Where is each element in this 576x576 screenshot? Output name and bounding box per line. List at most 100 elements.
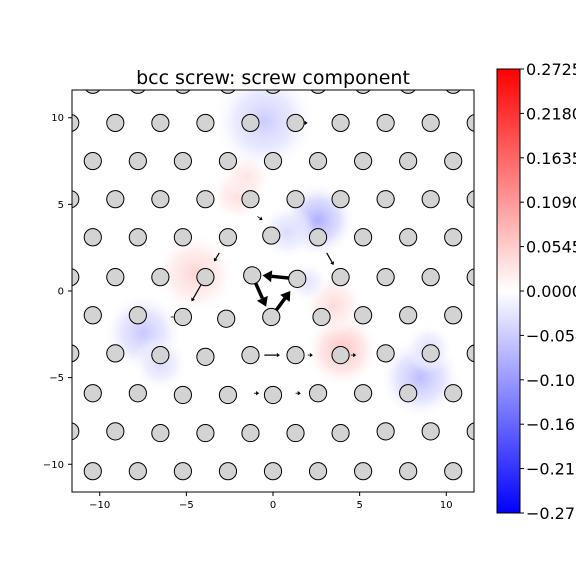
atom-marker xyxy=(218,228,238,247)
atom-marker xyxy=(128,384,147,403)
x-tick-label: −5 xyxy=(179,500,194,511)
atom-marker xyxy=(466,190,474,209)
y-tick-label: 10 xyxy=(51,113,64,124)
atom-marker xyxy=(376,190,395,209)
atom-marker xyxy=(196,113,215,133)
atom-marker xyxy=(72,113,80,132)
atom-marker xyxy=(355,90,371,94)
x-tick-label: 10 xyxy=(440,500,453,511)
atom-marker xyxy=(286,190,305,209)
atom-marker xyxy=(196,423,215,443)
atom-marker xyxy=(241,423,260,443)
displacement-arrow xyxy=(307,352,313,358)
atom-marker xyxy=(151,268,170,287)
atom-marker xyxy=(376,113,395,133)
atom-marker xyxy=(72,268,80,287)
atom-marker xyxy=(130,90,146,94)
colorbar-tick-label: −0.1635 xyxy=(526,415,576,434)
atom-marker xyxy=(400,90,416,94)
atom-marker xyxy=(218,462,238,481)
atom-marker xyxy=(72,190,80,209)
atom-marker xyxy=(217,309,236,328)
atom-marker xyxy=(241,190,260,209)
chart-title: bcc screw: screw component xyxy=(136,67,410,89)
atom-marker xyxy=(354,384,373,403)
atom-marker xyxy=(106,422,125,441)
atom-marker xyxy=(106,190,125,209)
atom-marker xyxy=(151,346,170,365)
x-tick-label: −10 xyxy=(89,500,110,511)
atom-marker xyxy=(286,113,305,133)
atom-marker xyxy=(310,90,326,94)
displacement-arrow xyxy=(213,252,220,262)
atom-marker xyxy=(263,151,283,171)
atom-marker xyxy=(85,90,101,94)
atom-marker xyxy=(308,462,328,481)
atom-marker xyxy=(173,228,192,247)
atom-marker xyxy=(262,226,281,245)
atom-marker xyxy=(399,228,418,247)
atom-marker xyxy=(83,151,102,171)
atom-marker xyxy=(83,462,102,481)
atom-marker xyxy=(444,306,463,325)
displacement-arrow xyxy=(326,252,335,266)
colorbar-scale xyxy=(496,68,521,514)
atom-marker xyxy=(376,422,395,441)
atom-marker xyxy=(466,113,474,132)
atom-marker xyxy=(196,347,215,366)
displacement-arrow xyxy=(257,216,263,221)
atom-marker xyxy=(173,307,192,327)
y-axis: −10 −5 0 5 10 xyxy=(43,113,72,471)
atom-marker xyxy=(466,344,474,363)
atom-marker xyxy=(83,384,102,403)
atom-marker xyxy=(151,190,170,209)
displacement-arrow xyxy=(295,391,301,396)
field-patch xyxy=(153,232,237,316)
y-tick-label: −10 xyxy=(43,460,64,471)
atoms xyxy=(72,90,474,481)
colorbar-tick-label: 0.1635 xyxy=(526,149,576,168)
field-patch xyxy=(212,90,317,174)
atom-marker xyxy=(421,422,440,441)
atom-marker xyxy=(196,190,215,209)
atom-marker xyxy=(308,228,328,247)
atom-marker xyxy=(308,384,328,403)
atom-marker xyxy=(331,113,350,133)
x-tick-label: 0 xyxy=(270,500,276,511)
atom-marker xyxy=(173,462,192,481)
atom-marker xyxy=(218,385,238,405)
displacement-arrow xyxy=(253,391,260,396)
colorbar-tick-label: −0.0545 xyxy=(526,326,576,345)
atom-marker xyxy=(263,462,283,481)
atom-marker xyxy=(331,346,350,365)
atom-marker xyxy=(444,384,463,403)
atom-marker xyxy=(196,268,215,287)
y-tick-label: 0 xyxy=(58,287,64,298)
atom-marker xyxy=(243,266,262,285)
atom-marker xyxy=(220,90,236,94)
atom-marker xyxy=(241,113,260,133)
atom-marker xyxy=(265,90,281,94)
atom-marker xyxy=(286,346,305,365)
atom-marker xyxy=(421,344,440,363)
atom-marker xyxy=(72,344,80,363)
atom-marker xyxy=(128,306,147,325)
atom-marker xyxy=(151,423,170,443)
field-patch xyxy=(259,204,315,260)
atom-marker xyxy=(421,113,440,133)
atom-marker xyxy=(263,385,283,405)
atom-marker xyxy=(128,151,147,171)
atom-marker xyxy=(128,228,147,247)
atom-marker xyxy=(312,307,331,327)
atom-marker xyxy=(286,423,305,443)
displacement-arrow xyxy=(350,352,357,358)
atom-marker xyxy=(445,90,461,94)
atom-marker xyxy=(354,228,373,247)
atom-marker xyxy=(106,268,125,287)
